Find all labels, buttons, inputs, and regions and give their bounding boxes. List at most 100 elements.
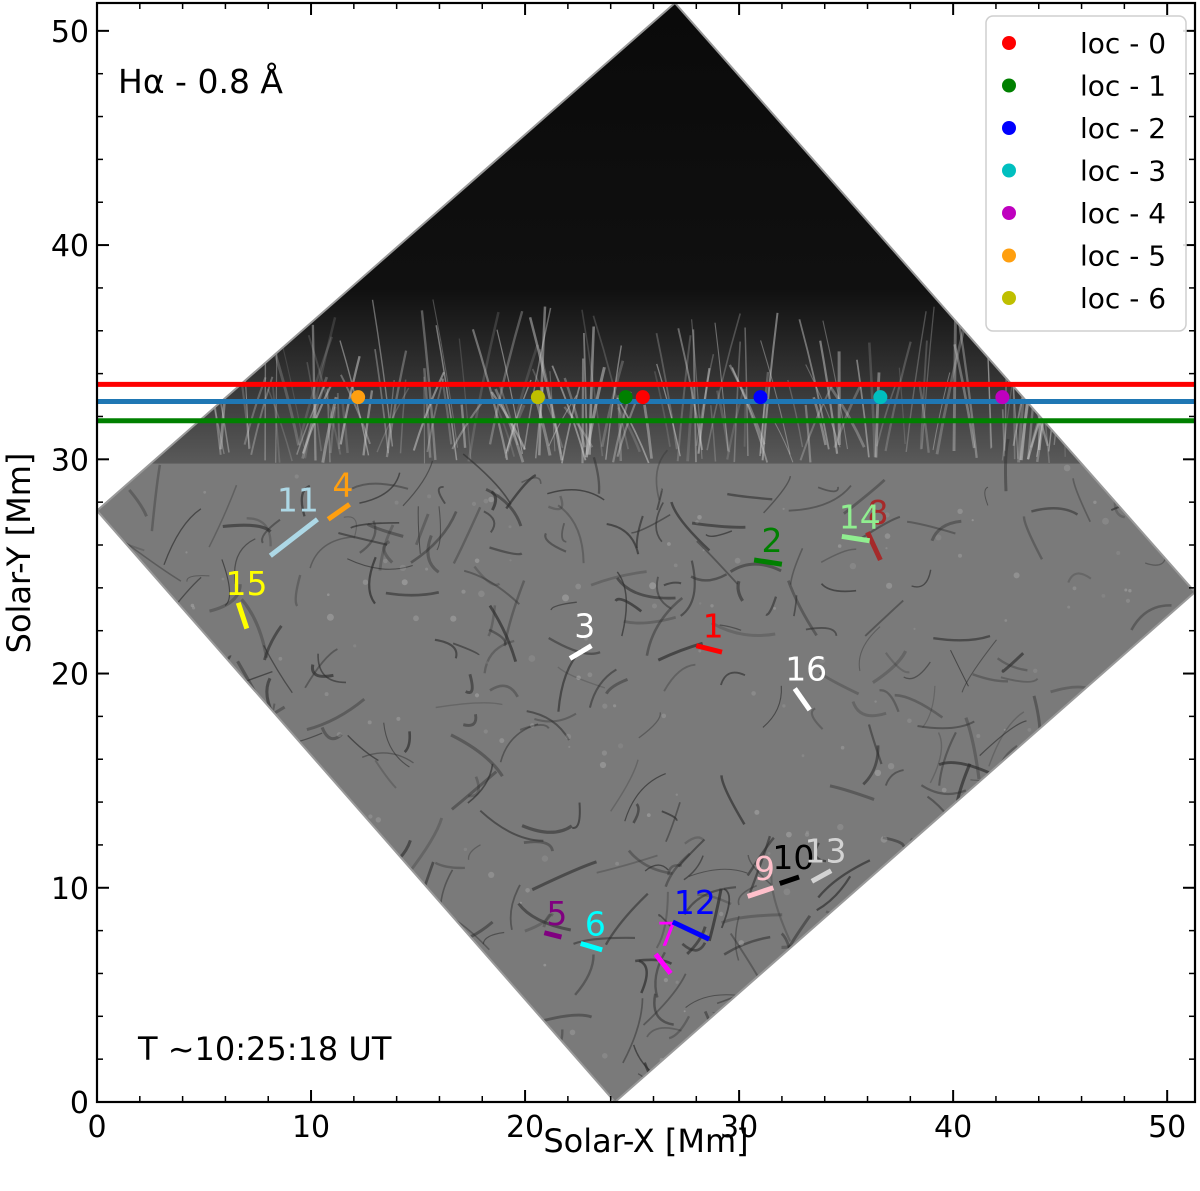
- granule: [377, 971, 383, 977]
- point-loc-5: [351, 390, 365, 404]
- granule: [664, 978, 668, 982]
- granule: [488, 497, 494, 503]
- granule: [478, 591, 485, 598]
- granule: [647, 813, 651, 817]
- fibril-dark: [983, 1033, 992, 1101]
- granule: [649, 582, 656, 589]
- granule: [876, 1017, 881, 1022]
- fibril-dark: [966, 1040, 1005, 1060]
- legend-marker-6: [1002, 291, 1016, 305]
- granule: [782, 704, 785, 707]
- legend-marker-5: [1002, 249, 1016, 263]
- fibril-dark: [1023, 755, 1055, 798]
- granule: [1153, 1025, 1159, 1031]
- granule: [1140, 1062, 1145, 1067]
- granule: [841, 746, 845, 750]
- x-tick-label: 20: [506, 1110, 544, 1145]
- fibril-dark: [943, 927, 952, 950]
- granule: [309, 870, 313, 874]
- granule: [395, 501, 399, 505]
- granule: [1151, 733, 1155, 737]
- granule: [289, 884, 293, 888]
- granule: [1093, 501, 1096, 504]
- granule: [475, 559, 480, 564]
- granule: [517, 1029, 521, 1033]
- fibril-dark: [247, 755, 300, 764]
- feature-label-1: 1: [703, 607, 724, 646]
- y-tick-label: 40: [51, 229, 89, 264]
- granule: [1102, 594, 1106, 598]
- granule: [1067, 606, 1070, 609]
- granule: [735, 558, 741, 564]
- fibril-dark: [404, 1095, 410, 1113]
- fibril-dark: [138, 885, 177, 924]
- granule: [353, 644, 356, 647]
- fibril-dark: [114, 712, 173, 729]
- feature-label-13: 13: [805, 832, 847, 871]
- fibril-dark: [997, 835, 1007, 864]
- granule: [1075, 1015, 1081, 1021]
- granule: [1116, 551, 1120, 555]
- granule: [1137, 973, 1141, 977]
- y-tick-label: 50: [51, 15, 89, 50]
- fibril-dark: [384, 938, 387, 976]
- fibril-dark: [916, 996, 919, 1024]
- fibril-dark: [165, 703, 187, 716]
- fibril-dark: [987, 820, 1030, 851]
- fibril-dark: [351, 966, 383, 1001]
- granule: [327, 1106, 330, 1109]
- fibril-dark: [227, 818, 284, 835]
- granule: [376, 817, 381, 822]
- granule: [885, 547, 887, 549]
- fibril-dark: [411, 974, 437, 1015]
- fibril-dark: [164, 628, 185, 673]
- granule: [1164, 959, 1170, 965]
- point-loc-6: [531, 390, 545, 404]
- fibril-dark: [1018, 989, 1037, 1057]
- fibril-dark: [1053, 841, 1080, 855]
- granule: [940, 967, 944, 971]
- granule: [853, 928, 858, 933]
- granule: [327, 614, 334, 621]
- granule: [132, 739, 135, 742]
- granule: [428, 962, 432, 966]
- granule: [400, 565, 406, 571]
- granule: [1164, 944, 1166, 946]
- fibril-dark: [992, 1082, 1000, 1096]
- granule: [203, 491, 206, 494]
- fibril-dark: [176, 679, 188, 698]
- fibril-dark: [129, 989, 143, 1016]
- fibril-dark: [1172, 1001, 1181, 1033]
- granule: [565, 734, 571, 740]
- granule: [908, 951, 914, 957]
- granule: [808, 1135, 810, 1137]
- granule: [430, 987, 432, 989]
- fibril-dark: [391, 937, 420, 971]
- granule: [107, 1076, 111, 1080]
- fibril-dark: [1118, 786, 1128, 799]
- granule: [699, 602, 701, 604]
- x-tick-label: 50: [1148, 1110, 1186, 1145]
- feature-label-6: 6: [585, 905, 606, 944]
- granule: [325, 692, 329, 696]
- granule: [522, 1035, 528, 1041]
- granule: [794, 950, 799, 955]
- granule: [697, 515, 702, 520]
- fibril-dark: [1005, 825, 1022, 883]
- granule: [1133, 1127, 1140, 1134]
- granule: [885, 533, 891, 539]
- granule: [926, 883, 932, 889]
- fibril-dark: [960, 829, 967, 844]
- granule: [486, 661, 489, 664]
- fibril-dark: [1098, 692, 1141, 743]
- granule: [1035, 766, 1040, 771]
- granule: [509, 525, 512, 528]
- granule: [613, 704, 616, 707]
- granule: [1014, 572, 1020, 578]
- granule: [676, 794, 678, 796]
- spicule-bright: [1072, 343, 1079, 452]
- granule: [1028, 728, 1032, 732]
- fibril-dark: [877, 949, 909, 987]
- legend-label-1: loc - 1: [1080, 70, 1166, 103]
